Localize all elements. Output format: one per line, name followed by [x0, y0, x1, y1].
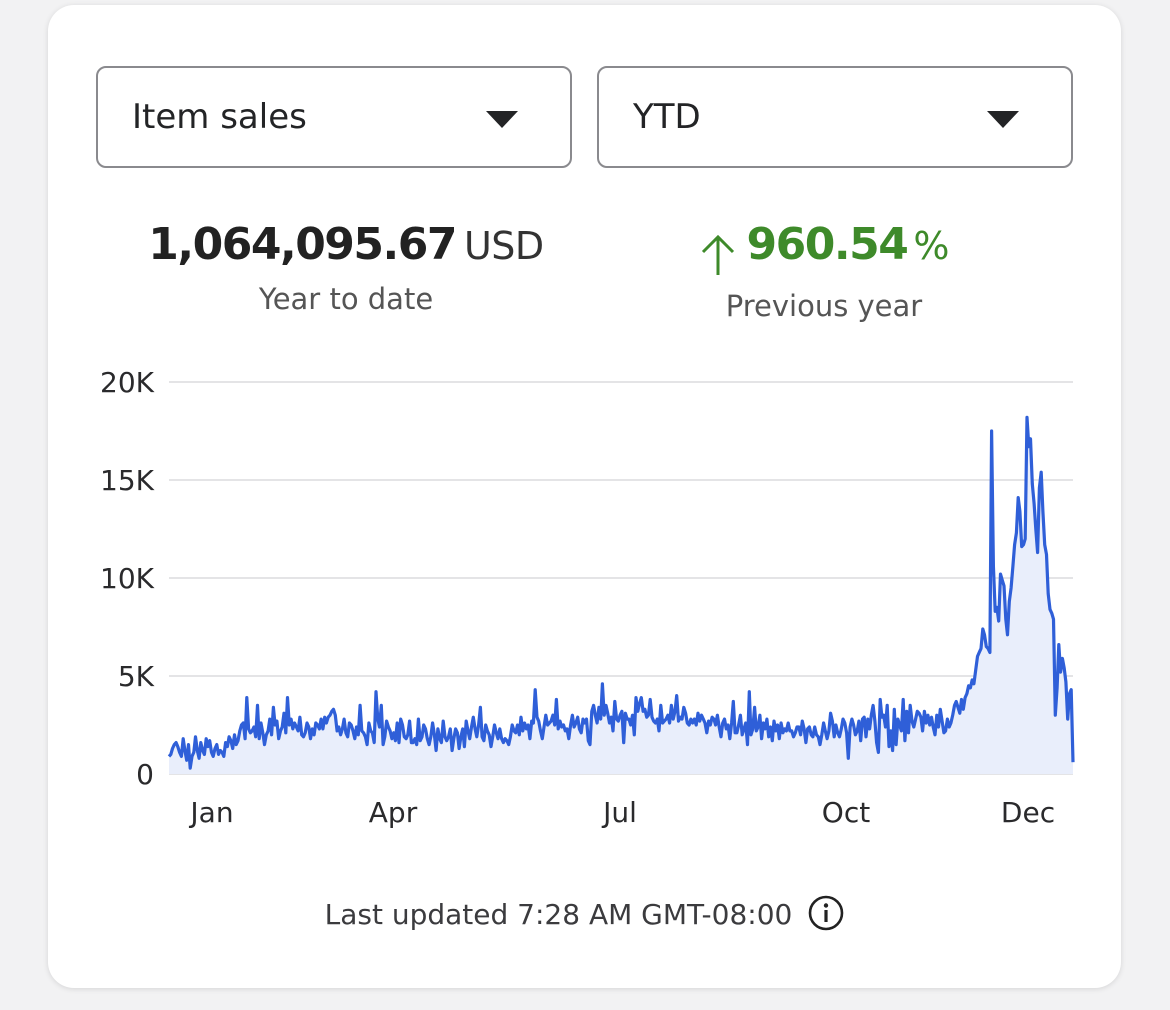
- x-tick-label: Oct: [822, 796, 870, 829]
- chevron-down-icon: [486, 111, 518, 128]
- y-tick-label: 15K: [100, 464, 155, 497]
- chevron-down-icon: [987, 111, 1019, 128]
- yoy-change-label: Previous year: [725, 288, 923, 323]
- x-tick-label: Jan: [188, 796, 233, 829]
- metric-select[interactable]: Item sales: [96, 66, 572, 168]
- sales-series-line: [167, 415, 1075, 770]
- info-icon[interactable]: [808, 895, 844, 931]
- last-updated-text: Last updated 7:28 AM GMT-08:00: [324, 898, 793, 931]
- period-select-value: YTD: [633, 97, 701, 137]
- y-tick-label: 5K: [118, 660, 155, 693]
- y-tick-label: 20K: [100, 366, 155, 399]
- x-tick-label: Jul: [601, 796, 637, 829]
- x-tick-label: Dec: [1001, 796, 1055, 829]
- ytd-total-value: 1,064,095.67: [148, 219, 457, 270]
- ytd-total: 1,064,095.67 USD Year to date: [96, 219, 596, 316]
- ytd-total-label: Year to date: [258, 282, 434, 316]
- period-select[interactable]: YTD: [597, 66, 1073, 168]
- sales-summary-card: Item sales YTD 1,064,095.67 USD Year to d…: [48, 5, 1121, 988]
- x-tick-label: Apr: [369, 796, 418, 829]
- arrow-up-icon: [701, 234, 734, 275]
- y-tick-label: 10K: [100, 562, 155, 595]
- metric-select-value: Item sales: [132, 97, 307, 137]
- yoy-change: 960.54% Previous year: [574, 219, 1074, 323]
- yoy-change-unit: %: [913, 224, 950, 268]
- last-updated-row: Last updated 7:28 AM GMT-08:00: [48, 895, 1121, 931]
- ytd-total-unit: USD: [463, 224, 544, 268]
- yoy-change-value: 960.54: [746, 219, 909, 270]
- sales-line-chart: 0 5K 10K 15K 20K Jan Apr Jul Oct Dec: [100, 366, 1075, 829]
- y-tick-label: 0: [136, 758, 154, 791]
